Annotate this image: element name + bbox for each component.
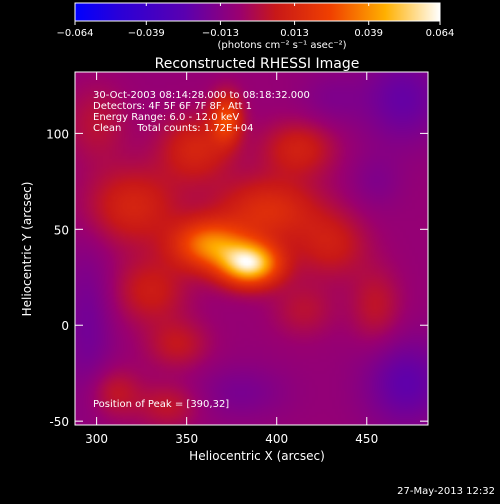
y-tick-label: 0 bbox=[61, 319, 69, 333]
info-line-time: 30-Oct-2003 08:14:28.000 to 08:18:32.000 bbox=[93, 90, 310, 101]
colorbar-ticks: −0.064 −0.039 −0.013 0.013 0.039 0.064 bbox=[56, 3, 454, 39]
colorbar-tick-label: −0.013 bbox=[202, 28, 239, 39]
y-axis-ticks: -50 0 50 100 bbox=[46, 127, 428, 429]
colorbar-tick-label: −0.064 bbox=[56, 28, 93, 39]
x-tick-label: 300 bbox=[85, 432, 108, 446]
chart-title: Reconstructed RHESSI Image bbox=[155, 56, 360, 72]
peak-position-label: Position of Peak = [390,32] bbox=[93, 399, 229, 410]
info-line-detectors: Detectors: 4F 5F 6F 7F 8F, Att 1 bbox=[93, 101, 252, 112]
x-tick-label: 450 bbox=[355, 432, 378, 446]
colorbar-tick-label: 0.064 bbox=[426, 28, 455, 39]
y-tick-label: 50 bbox=[54, 223, 69, 237]
x-axis-ticks: 300 350 400 450 bbox=[85, 72, 378, 446]
y-axis-label: Heliocentric Y (arcsec) bbox=[20, 182, 34, 317]
y-tick-label: -50 bbox=[49, 415, 69, 429]
x-tick-label: 400 bbox=[265, 432, 288, 446]
colorbar-tick-label: −0.039 bbox=[128, 28, 165, 39]
x-tick-label: 350 bbox=[175, 432, 198, 446]
info-block: 30-Oct-2003 08:14:28.000 to 08:18:32.000… bbox=[93, 90, 310, 134]
colorbar-unit-label: (photons cm⁻² s⁻¹ asec⁻²) bbox=[217, 40, 346, 51]
heatmap-image bbox=[75, 72, 428, 425]
x-axis-label: Heliocentric X (arcsec) bbox=[189, 449, 325, 463]
info-line-counts: Clean Total counts: 1.72E+04 bbox=[93, 123, 253, 134]
colorbar bbox=[74, 2, 441, 22]
timestamp: 27-May-2013 12:32 bbox=[397, 486, 495, 497]
colorbar-tick-label: 0.039 bbox=[354, 28, 383, 39]
y-tick-label: 100 bbox=[46, 127, 69, 141]
info-line-energy: Energy Range: 6.0 - 12.0 keV bbox=[93, 112, 239, 123]
plot-frame bbox=[74, 71, 429, 426]
colorbar-tick-label: 0.013 bbox=[280, 28, 309, 39]
